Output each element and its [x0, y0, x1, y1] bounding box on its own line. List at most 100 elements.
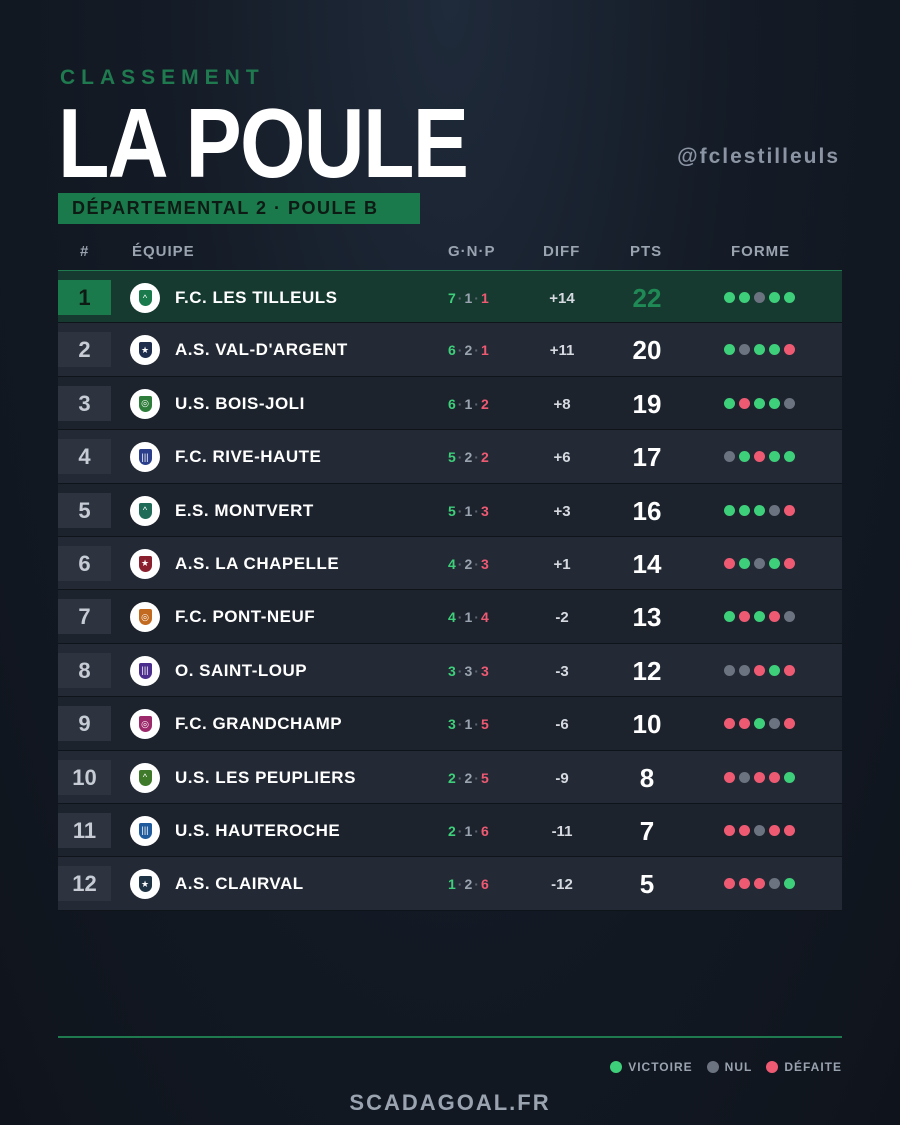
draws-value: 3	[464, 662, 473, 679]
form-dot-icon	[784, 397, 795, 409]
form-dot-icon	[724, 292, 735, 303]
gnp-cell: 5 · 1 · 3	[448, 503, 489, 519]
losses-value: 5	[480, 716, 489, 733]
draws-value: 1	[464, 395, 473, 412]
ring-icon: ◎	[138, 716, 152, 733]
team-crest: ^	[130, 762, 160, 793]
gnp-cell: 1 · 2 · 6	[448, 876, 489, 892]
team-name: U.S. BOIS-JOLI	[175, 393, 305, 413]
points-value: 10	[632, 709, 662, 740]
standings-table: 1 ^ F.C. LES TILLEULS 7 · 1 · 1 +14 22 2 ★ A.S. VAL-…	[58, 270, 842, 911]
separator: ·	[457, 876, 463, 893]
separator: ·	[457, 769, 463, 786]
team-crest: ★	[130, 869, 160, 900]
wins-value: 6	[448, 395, 456, 412]
footer-site: SCADAGOAL.FR	[349, 1090, 551, 1115]
draws-value: 1	[464, 502, 473, 519]
wins-value: 2	[448, 769, 456, 786]
goal-diff: -9	[555, 769, 569, 787]
points-value: 7	[639, 815, 655, 846]
rank-cell: 9	[58, 706, 111, 742]
gnp-cell: 2 · 1 · 6	[448, 823, 489, 839]
rank-cell: 10	[58, 759, 111, 795]
separator: ·	[457, 502, 463, 519]
losses-value: 3	[480, 662, 489, 679]
wins-value: 2	[448, 822, 456, 839]
points-value: 19	[632, 388, 662, 419]
table-row: 3 ◎ U.S. BOIS-JOLI 6 · 1 · 2 +8 19	[58, 376, 842, 431]
form-dot-icon	[754, 718, 765, 730]
form-dot-icon	[724, 557, 735, 569]
team-name: A.S. LA CHAPELLE	[175, 553, 340, 573]
form-dot-icon	[754, 292, 765, 303]
form-dot-icon	[739, 504, 750, 516]
gnp-cell: 3 · 1 · 5	[448, 716, 489, 732]
rank-cell: 1	[58, 280, 111, 315]
form-dot-icon	[784, 611, 795, 623]
kicker-label: CLASSEMENT	[60, 66, 265, 89]
losses-value: 6	[480, 876, 489, 893]
points-value: 12	[632, 655, 662, 686]
gnp-cell: 6 · 2 · 1	[448, 342, 489, 358]
separator: ·	[474, 290, 479, 306]
legend-draw: NUL	[706, 1060, 753, 1074]
form-dot-icon	[724, 611, 735, 623]
separator: ·	[474, 769, 479, 786]
column-header-diff: DIFF	[543, 243, 581, 260]
table-row: 11 ||| U.S. HAUTEROCHE 2 · 1 · 6 -11 7	[58, 803, 842, 858]
form-dot-icon	[784, 451, 795, 463]
form-dots	[724, 344, 795, 356]
draws-value: 2	[464, 342, 473, 359]
form-dot-icon	[724, 451, 735, 463]
separator: ·	[457, 609, 463, 626]
wins-value: 1	[448, 876, 456, 893]
form-dots	[724, 397, 795, 409]
points-value: 17	[632, 442, 662, 473]
losses-value: 2	[480, 449, 489, 466]
separator: ·	[474, 609, 479, 626]
form-dots	[724, 611, 795, 623]
points-value: 20	[632, 335, 662, 366]
rank-cell: 4	[58, 439, 111, 475]
separator: ·	[474, 662, 479, 679]
losses-value: 1	[480, 342, 489, 359]
form-dot-icon	[739, 664, 750, 676]
legend-win: VICTOIRE	[610, 1060, 692, 1074]
goal-diff: +14	[549, 290, 575, 307]
goal-diff: -11	[551, 822, 573, 840]
draws-value: 1	[464, 822, 473, 839]
form-dot-icon	[754, 878, 765, 890]
gnp-cell: 4 · 1 · 4	[448, 609, 489, 625]
team-crest: ◎	[130, 602, 160, 633]
wins-value: 3	[448, 662, 456, 679]
star-icon: ★	[138, 876, 152, 893]
points-value: 5	[639, 869, 655, 900]
form-dot-icon	[754, 664, 765, 676]
loss-dot-icon	[766, 1061, 779, 1073]
draws-value: 1	[464, 716, 473, 733]
goal-diff: +3	[553, 502, 571, 520]
form-dot-icon	[769, 718, 780, 730]
form-dot-icon	[784, 557, 795, 569]
points-value: 16	[632, 495, 662, 526]
column-header-pts: PTS	[630, 243, 663, 260]
form-dot-icon	[739, 824, 750, 836]
goal-diff: +6	[553, 449, 571, 467]
team-name: F.C. RIVE-HAUTE	[175, 447, 322, 467]
win-dot-icon	[610, 1061, 623, 1073]
chevron-icon: ^	[138, 769, 152, 786]
table-row: 2 ★ A.S. VAL-D'ARGENT 6 · 2 · 1 +11 20	[58, 323, 842, 377]
gnp-cell: 2 · 2 · 5	[448, 770, 489, 786]
division-badge: DÉPARTEMENTAL 2 · POULE B	[58, 193, 420, 224]
form-dot-icon	[739, 344, 750, 356]
gnp-cell: 7 · 1 · 1	[448, 290, 489, 306]
stripes-icon: |||	[138, 662, 152, 679]
form-dot-icon	[784, 878, 795, 890]
legend-loss-label: DÉFAITE	[784, 1060, 842, 1074]
losses-value: 2	[480, 395, 489, 412]
column-header-forme: FORME	[731, 243, 791, 260]
separator: ·	[474, 395, 479, 412]
column-header-gnp: G·N·P	[448, 243, 496, 260]
team-crest: ◎	[130, 709, 160, 740]
form-dot-icon	[739, 771, 750, 783]
